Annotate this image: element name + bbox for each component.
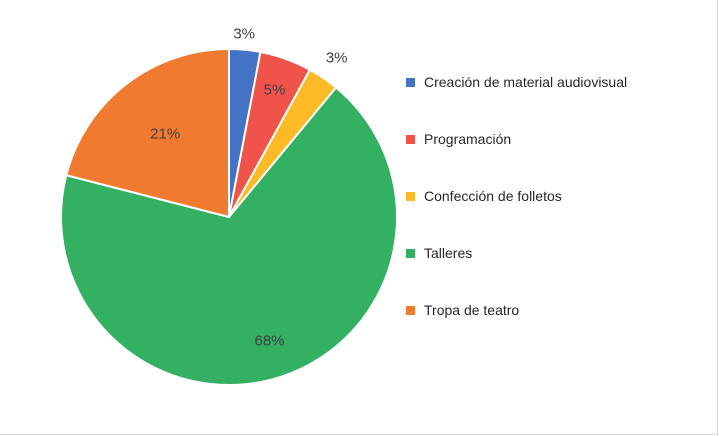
- pie-slice: [65, 47, 230, 219]
- legend-label: Programación: [424, 131, 512, 147]
- legend-item-programacion: Programación: [406, 129, 627, 149]
- legend-swatch: [406, 77, 415, 87]
- legend-swatch: [406, 305, 415, 315]
- slice-label: 3%: [326, 50, 348, 67]
- slice-label: 21%: [150, 126, 180, 143]
- pie-slice: [60, 86, 398, 386]
- slice-label: 3%: [233, 26, 255, 43]
- legend: Creación de material audiovisual Program…: [406, 72, 627, 357]
- legend-item-tropa-teatro: Tropa de teatro: [406, 300, 627, 320]
- legend-swatch: [406, 134, 415, 144]
- legend-label: Tropa de teatro: [424, 302, 520, 318]
- pie-slices: [60, 47, 398, 386]
- legend-item-confeccion-folletos: Confección de folletos: [406, 186, 627, 206]
- legend-item-creacion-material-audiovisual: Creación de material audiovisual: [406, 72, 627, 92]
- legend-label: Confección de folletos: [424, 188, 562, 204]
- slice-labels: 3% 5% 3% 68% 21%: [150, 26, 347, 350]
- legend-label: Creación de material audiovisual: [424, 74, 628, 90]
- legend-item-talleres: Talleres: [406, 243, 627, 263]
- legend-swatch: [406, 191, 415, 201]
- legend-label: Talleres: [424, 245, 473, 261]
- legend-swatch: [406, 248, 415, 258]
- slice-label: 68%: [254, 333, 284, 350]
- slice-label: 5%: [264, 81, 286, 98]
